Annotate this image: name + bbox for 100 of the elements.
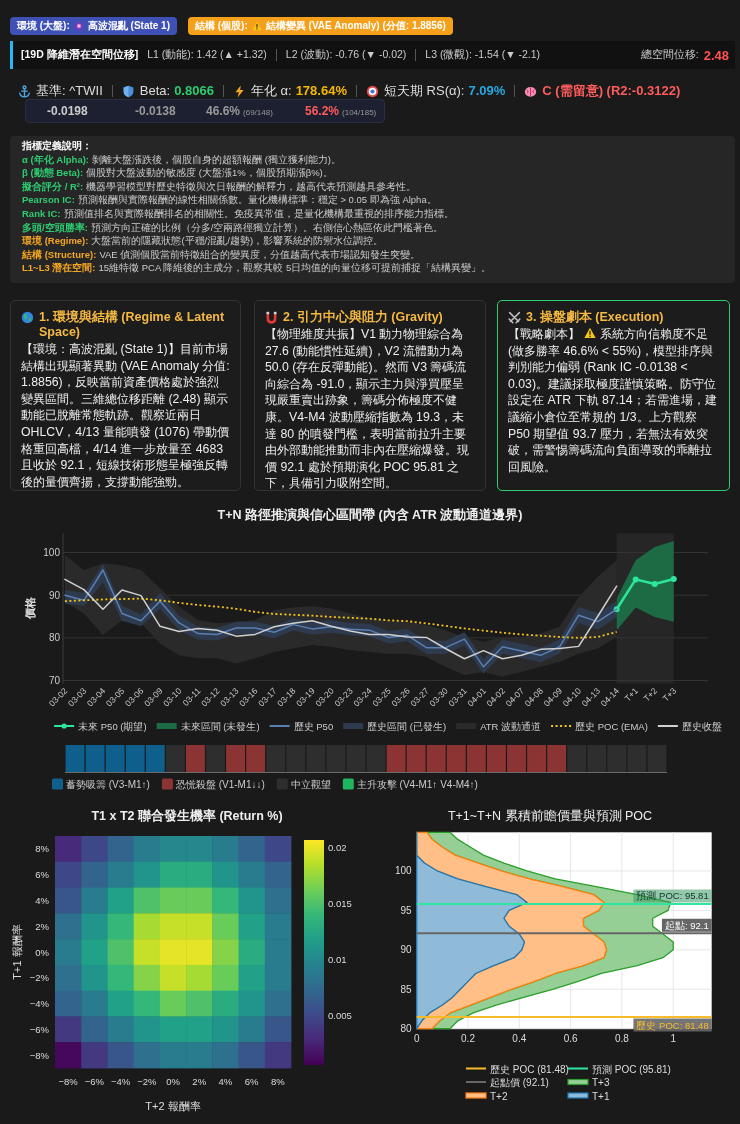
legend-label: 歷史收盤 (681, 720, 722, 732)
text: β (動態 Beta): (22, 167, 84, 179)
text: L1 (動能): 1.42 (▲ +1.32) (147, 48, 267, 62)
x-axis-title: T+2 報酬率 (145, 1100, 201, 1112)
text: L2 (波動): -0.76 (▼ -0.02) (285, 48, 407, 62)
x-tick-label: −2% (137, 1076, 157, 1087)
text: 多頭/空頭勝率: (22, 221, 88, 233)
text: 2.48 (703, 47, 729, 63)
x-tick-label: 0.4 (512, 1032, 527, 1044)
text: 預測報酬與實際報酬的線性相關係數。量化機構標準：穩定 > 0.05 即為強 Alpha。 (77, 194, 437, 206)
text: L1~L3 潛在空間: (22, 262, 96, 274)
text: 年化 α: (250, 83, 292, 98)
text: 46.6% (206, 104, 241, 118)
y-axis-title: T+1 報酬率 (11, 924, 23, 980)
y-axis-title: 價格 (24, 596, 36, 621)
text: 結構 (Structure): (22, 248, 97, 260)
text: α (年化 Alpha): (22, 153, 89, 165)
y-tick-label: 80 (48, 632, 61, 644)
text: VAE 偵測個股當前特徵組合的變異度，分值越高代表市場認知發生突變。 (99, 248, 421, 260)
legend-label: 未來 P50 (期望) (78, 720, 147, 732)
y-tick-label: 4% (35, 894, 50, 906)
legend-label: 恐慌殺盤 (V1-M1↓↓) (174, 779, 265, 790)
text: [19D 降維潛在空間位移] (21, 48, 139, 62)
x-tick-label: −4% (110, 1076, 131, 1087)
text: 預測方向正確的比例（分多/空兩路徑獨立計算）。右側信心熱區依此門檻著色。 (90, 221, 444, 233)
text: 56.2% (305, 104, 340, 118)
text: Pearson IC: (22, 194, 75, 206)
x-tick-label: T+3 (660, 685, 679, 704)
point (632, 576, 639, 583)
legend-label: 起點價 (92.1) (490, 1077, 549, 1088)
text: 環境 (Regime): (22, 235, 89, 247)
y-tick-label: −8% (29, 1049, 50, 1061)
x-tick-label: −8% (58, 1076, 79, 1087)
text: 基準: ^TWII (36, 83, 103, 98)
legend-label: ATR 波動通道 (480, 720, 542, 732)
y-tick-label: 6% (35, 869, 50, 881)
legend-label: 中立觀望 (290, 779, 331, 790)
text: 【物理維度共振】V1 動力物理綜合為 27.6 (動能慣性延續)，V2 流體動力為 50.0 (存在反彈動能)。然而 V3 籌碼流向綜合為 -91.0，顯示主力與淨買壓呈現嚴重賣出跡象，籌碼分佈極度不健康。V4-M4 波動壓縮指數為 19.3，未達 80 的噴發門檻，表明當前拉升主要由外部動能推動而非內在壓縮爆發。現價 92.1 處於預期演化 POC 95.81 之下，具備引力吸附空間。 (265, 327, 469, 491)
text: Beta: (139, 83, 171, 98)
text: 大盤當前的隱藏狀態(平穩/混亂/趨勢)，影響系統的防禦水位調控。 (91, 235, 384, 247)
chart-title: T1 x T2 聯合發生機率 (Return %) (91, 808, 283, 823)
text: 15維特徵 PCA 降維後的主成分，觀察其較 5日均值的向量位移可提前捕捉「結構異變」。 (98, 262, 492, 274)
text: 機器學習模型對歷史特徵與次日報酬的解釋力，越高代表預測越具參考性。 (86, 180, 417, 192)
text: 【戰略劇本】 (508, 327, 580, 341)
text: 1. 環境與結構 (Regime & Latent Space) (39, 310, 226, 340)
text: 結構 (個股): (195, 20, 248, 32)
line-series (64, 597, 618, 639)
y-tick-label: −2% (29, 972, 50, 984)
x-tick-label: T+1 (622, 685, 641, 704)
line-series (64, 578, 618, 660)
legend-label: T+1 (592, 1090, 610, 1102)
text: 178.64% (295, 83, 347, 98)
x-tick-label: 0.2 (461, 1032, 476, 1044)
point (670, 575, 677, 582)
x-tick-label: 8% (271, 1076, 286, 1087)
y-tick-label: 90 (400, 944, 413, 956)
legend-label: 預測 POC (95.81) (592, 1063, 671, 1075)
text: 0.8066 (174, 83, 214, 98)
x-tick-label: T+2 (641, 685, 660, 704)
color-bar-label: 0.02 (328, 842, 347, 854)
text: 高波混亂 (State 1) (87, 20, 171, 32)
text: (69/148) (243, 108, 273, 117)
legend-label: 未來區間 (未發生) (180, 720, 260, 732)
x-tick-label: 2% (192, 1076, 207, 1087)
text: -0.0198 (47, 104, 88, 118)
chart-title: T+1~T+N 累積前瞻價量與預測 POC (447, 809, 653, 823)
y-tick-label: −6% (29, 1023, 50, 1035)
point (651, 581, 658, 588)
text: L3 (微觀): -1.54 (▼ -2.1) (425, 48, 541, 62)
text: 指標定義說明： (22, 139, 93, 153)
y-tick-label: 80 (400, 1023, 413, 1035)
text: 剝離大盤漲跌後，個股自身的超額報酬 (獨立獲利能力)。 (92, 153, 341, 165)
text: 結構變異 (VAE Anomaly) (分值: 1.8856) (265, 20, 446, 32)
legend-label: 歷史 P50 (293, 720, 334, 732)
color-bar-label: 0.005 (328, 1010, 352, 1022)
y-tick-label: 8% (35, 843, 50, 855)
annotation: 起點: 92.1 (664, 919, 709, 931)
text: 總空間位移: (640, 48, 699, 62)
chart-title: T+N 路徑推演與信心區間帶 (內含 ATR 波動通道邊界) (217, 507, 523, 522)
text: 2. 引力中心與阻力 (Gravity) (283, 310, 443, 325)
x-tick-label: 1 (670, 1032, 677, 1044)
x-tick-label: 4% (218, 1076, 233, 1087)
text: 【環境：高波混亂 (State 1)】目前市場結構出現顯著異動 (VAE Anomaly 分值: 1.8856)，反映當前資產價格處於強烈變異區間。三維總位移距離 (2.48) 顯示動能已脫離常態軌跡。觀察近兩日 OHLCV，4/13 量能噴發 (1076) 帶動價格重回高檔，4/14 進一步放量至 4683 且收於 92.1，短線技術形態呈極強反轉後的量價齊揚，支撐動能強勁。 (21, 342, 230, 489)
legend-label: 歷史區間 (已發生) (367, 720, 447, 732)
x-tick-label: 0.8 (614, 1032, 630, 1044)
text: C (需留意) (R2:-0.3122) (542, 83, 681, 98)
color-bar-label: 0.015 (328, 898, 352, 910)
y-tick-label: 70 (48, 675, 61, 687)
annotation: 歷史 POC: 81.48 (636, 1019, 709, 1031)
color-bar-label: 0.01 (328, 954, 347, 966)
y-tick-label: 2% (35, 920, 50, 932)
legend-label: 歷史 POC (EMA) (575, 720, 648, 732)
legend-label: 主升攻擊 (V4-M1↑ V4-M4↑) (356, 779, 478, 790)
legend-label: 蓄勢吸籌 (V3-M1↑) (66, 779, 150, 790)
legend-label: T+2 (490, 1090, 508, 1102)
text: 預測值排名與實際報酬排名的相關性。免疫異常值，是量化機構最重視的排序能力指標。 (63, 207, 454, 219)
text: Rank IC: (22, 207, 61, 219)
y-tick-label: 100 (395, 865, 413, 877)
x-tick-label: 0 (413, 1032, 420, 1044)
legend-label: 歷史 POC (81.48) (490, 1063, 569, 1075)
